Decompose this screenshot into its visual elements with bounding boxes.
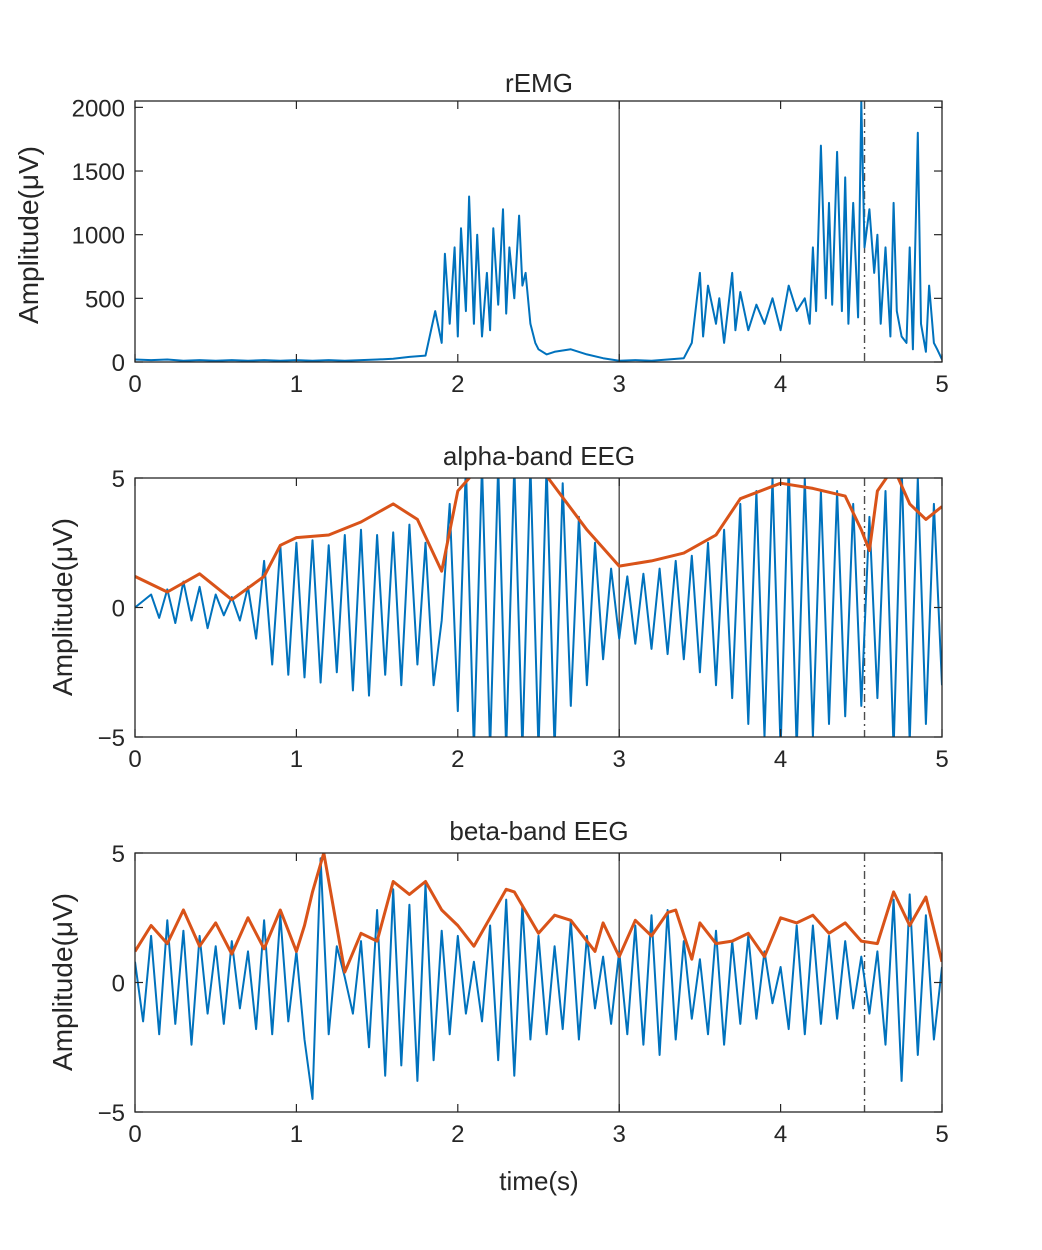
series-layer xyxy=(135,478,942,737)
x-tick-label: 0 xyxy=(128,746,141,773)
plot-area-alpha: 0 1 2 3 4 5−505 xyxy=(98,466,949,773)
x-tick-label: 4 xyxy=(774,746,787,773)
x-tick-label: 0 xyxy=(128,1121,141,1148)
y-axis-label-beta: Amplitude(μV) xyxy=(47,893,78,1071)
x-tick-label: 1 xyxy=(290,371,303,398)
y-axis-label-remg: Amplitude(μV) xyxy=(13,146,44,324)
y-tick-label: 0 xyxy=(112,350,125,377)
x-tick-label: 5 xyxy=(935,371,948,398)
plot-area-remg: 0 1 2 3 4 5 0 500 1000 1500 2000 xyxy=(72,95,949,398)
plot-area-beta: 0 1 2 3 4 5−505 xyxy=(98,841,949,1148)
x-tick-label: 3 xyxy=(613,371,626,398)
y-tick-label: 0 xyxy=(112,971,125,998)
y-tick-label: 5 xyxy=(112,841,125,868)
y-tick-label: 1000 xyxy=(72,223,125,250)
envelope-line xyxy=(135,478,942,602)
y-tick-label: 2000 xyxy=(72,95,125,122)
x-tick-label: 4 xyxy=(774,1121,787,1148)
signal-line xyxy=(135,478,942,737)
x-tick-label: 3 xyxy=(613,746,626,773)
x-tick-label: 5 xyxy=(935,1121,948,1148)
x-tick-label: 0 xyxy=(128,371,141,398)
y-tick-label: 1500 xyxy=(72,159,125,186)
y-tick-label: −5 xyxy=(98,1100,125,1127)
panel-title-remg: rEMG xyxy=(505,68,573,98)
x-axis-label: time(s) xyxy=(499,1166,578,1196)
x-tick-label: 2 xyxy=(451,1121,464,1148)
x-tick-label: 5 xyxy=(935,746,948,773)
panel-alpha: alpha-band EEG Amplitude(μV) 0 1 2 3 4 5−505 xyxy=(47,441,949,773)
panel-title-alpha: alpha-band EEG xyxy=(443,441,635,471)
x-tick-label: 2 xyxy=(451,746,464,773)
y-axis-label-alpha: Amplitude(μV) xyxy=(47,518,78,696)
axes-box xyxy=(134,100,943,363)
y-tick-label: 5 xyxy=(112,466,125,493)
series-layer xyxy=(135,101,942,362)
y-tick-label: 500 xyxy=(85,286,125,313)
y-tick-label: −5 xyxy=(98,725,125,752)
axes-box xyxy=(134,852,943,1113)
signal-line xyxy=(135,857,942,1100)
y-tick-label: 0 xyxy=(112,596,125,623)
x-tick-label: 1 xyxy=(290,746,303,773)
x-tick-label: 1 xyxy=(290,1121,303,1148)
series-layer xyxy=(135,853,942,1112)
x-tick-label: 3 xyxy=(613,1121,626,1148)
x-tick-label: 2 xyxy=(451,371,464,398)
panel-remg: rEMG Amplitude(μV) 0 1 2 3 4 5 0 500 1000 1500 200… xyxy=(13,68,949,398)
envelope-line xyxy=(135,853,942,974)
panel-beta: beta-band EEG Amplitude(μV) 0 1 2 3 4 5−505 t… xyxy=(47,816,949,1196)
signal-line xyxy=(135,101,942,362)
x-tick-label: 4 xyxy=(774,371,787,398)
panel-title-beta: beta-band EEG xyxy=(449,816,628,846)
